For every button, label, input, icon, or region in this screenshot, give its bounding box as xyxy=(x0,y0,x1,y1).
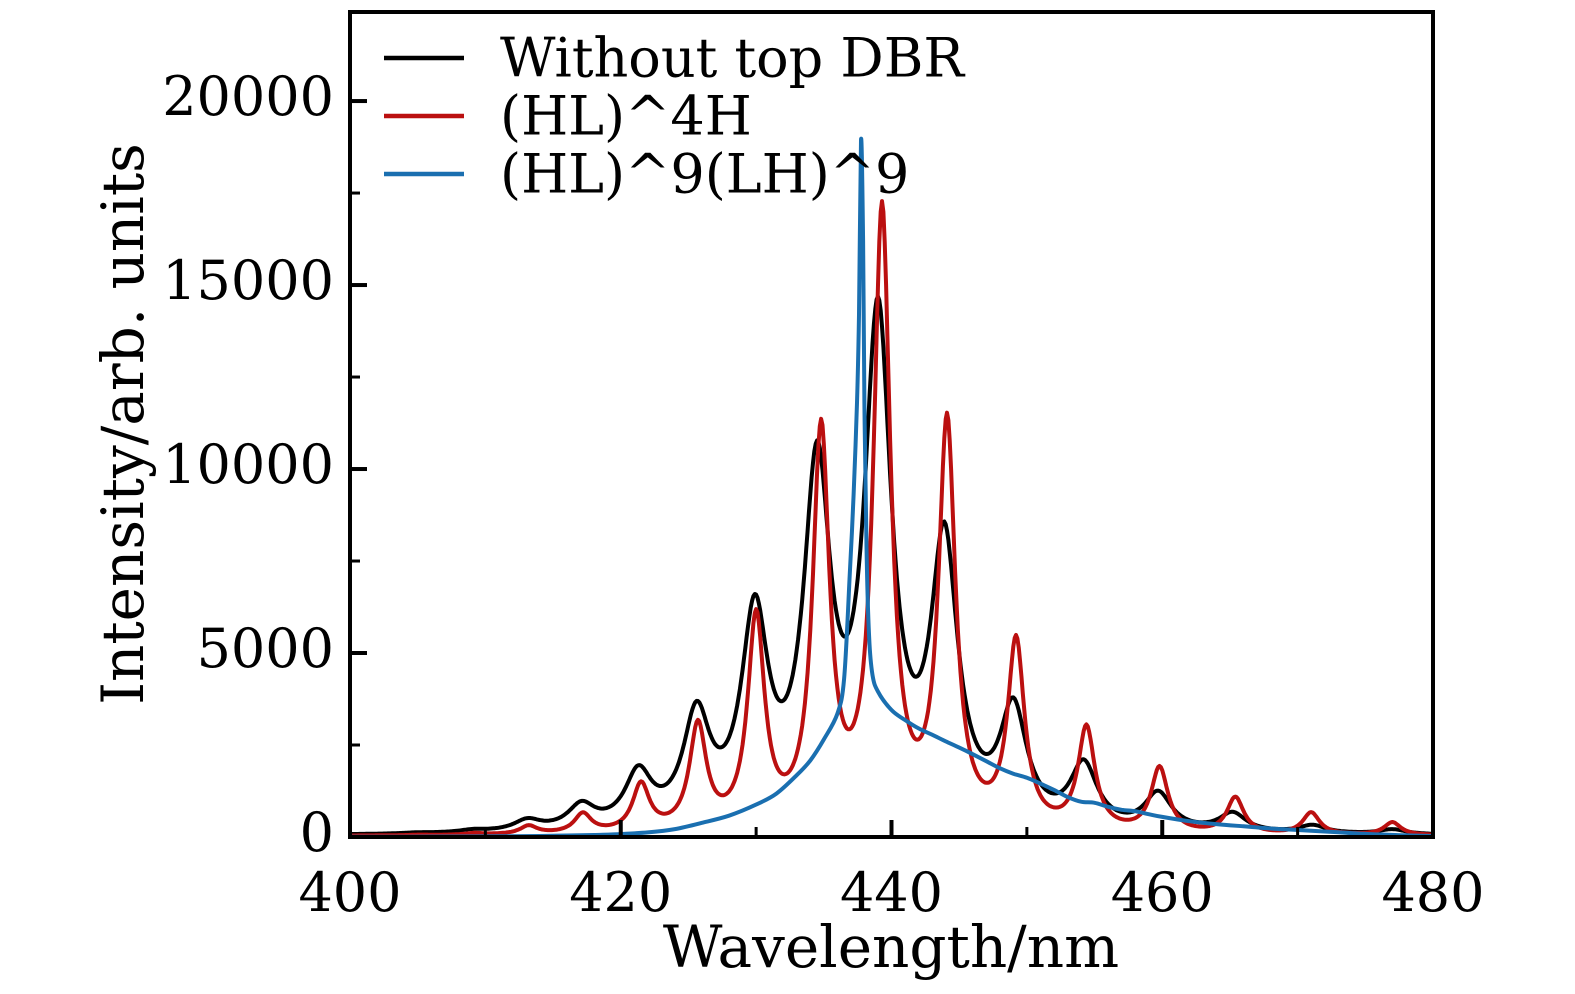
legend: Without top DBR(HL)^4H(HL)^9(LH)^9 xyxy=(384,27,965,206)
legend-label: (HL)^4H xyxy=(500,85,752,148)
legend-label: (HL)^9(LH)^9 xyxy=(500,143,909,206)
y-tick-label-20000: 20000 xyxy=(162,65,334,128)
x-tick-label-460: 460 xyxy=(1111,861,1214,924)
x-tick-label-420: 420 xyxy=(569,861,672,924)
tick-labels-group: 400 420 440 460 480 0 5000 10000 15000 20000 xyxy=(162,65,1484,924)
x-tick-label-440: 440 xyxy=(840,861,943,924)
plot-frame xyxy=(348,10,1435,839)
legend-label: Without top DBR xyxy=(500,27,965,90)
curves-group xyxy=(352,136,1431,837)
legend-entry-without-top-dbr: Without top DBR xyxy=(384,27,965,90)
y-tick-label-5000: 5000 xyxy=(197,617,334,680)
y-axis-label: Intensity/arb. units xyxy=(89,143,157,705)
legend-entry-hl-9-lh-9: (HL)^9(LH)^9 xyxy=(384,143,909,206)
curve-without-top-dbr xyxy=(352,294,1431,837)
ticks-group xyxy=(348,99,1435,839)
y-tick-label-0: 0 xyxy=(300,801,334,864)
y-tick-label-15000: 15000 xyxy=(162,249,334,312)
x-tick-label-480: 480 xyxy=(1381,861,1484,924)
curve-hl-9-lh-9 xyxy=(352,136,1431,837)
y-tick-label-10000: 10000 xyxy=(162,433,334,496)
curve-hl-4h xyxy=(352,199,1431,837)
x-axis-label: Wavelength/nm xyxy=(663,913,1119,981)
x-tick-label-400: 400 xyxy=(298,861,401,924)
legend-entry-hl-4h: (HL)^4H xyxy=(384,85,752,148)
